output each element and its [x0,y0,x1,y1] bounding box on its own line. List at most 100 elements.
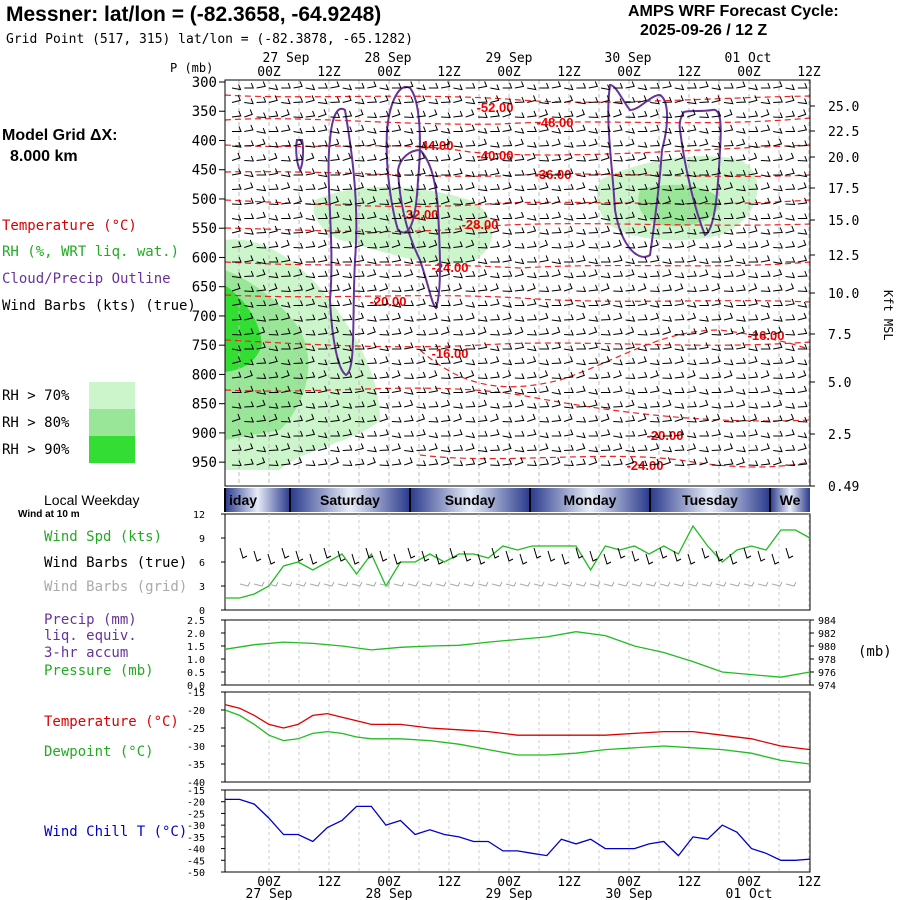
wind-barb [797,270,808,277]
wind-barb [502,401,513,408]
wind-barb [514,388,525,395]
wind-barb-grid [533,581,545,587]
wind-barb [748,371,759,379]
wind-barb [662,258,672,265]
wind-barb [723,443,733,451]
pressure-unit-label: (mb) [858,644,892,660]
wind-barb [244,140,255,147]
wind-barb [674,168,685,176]
wind-barb [674,329,685,336]
y-tick-label: -20 [187,706,205,717]
wind-barb [293,185,304,192]
wind-barb [293,196,303,205]
wind-barb [527,126,537,132]
wind-barb [687,255,697,263]
wind-barb [404,211,414,219]
pressure-axis-label: P (mb) [170,61,214,75]
wind-barb [711,387,722,393]
wind-barb [564,402,574,409]
wind-barb-grid [771,581,783,587]
top-hour-label: 00Z [617,65,641,80]
wind-barb [502,171,513,178]
wind-barbs-grid-label: Wind Barbs (grid) [44,579,188,595]
wind-speed-line [225,524,811,599]
wind-barb [625,269,635,277]
wind-barb [527,241,537,248]
wind-barb [256,399,266,408]
wind-barb [502,432,513,439]
wind-barb [588,242,599,249]
wind-barb [637,183,648,190]
wind-barb [416,444,427,451]
wind-barb [342,168,352,176]
wind-barb [637,460,648,467]
wind-barb [465,270,476,277]
wind-barb [281,213,291,219]
wind-barb [748,444,759,451]
wind-barb [342,402,353,409]
wind-barb [600,84,611,91]
wind-barb [613,301,623,308]
wind-barb [231,413,241,422]
wind-barb [318,171,328,178]
wind-barb [490,141,500,148]
wind-barb [441,81,451,89]
wind-barb [317,370,327,379]
y-tick-label: 980 [818,642,836,653]
wind-barb-grid [491,581,503,587]
wind-barb [600,356,610,364]
wind-barb [379,152,389,161]
wind-barb [428,286,439,293]
wind-barb [711,199,722,206]
wind-barb [625,242,636,249]
temperature-contour-label: -32.00 [402,207,439,222]
wind-barb [514,284,525,292]
wind-barb [330,242,341,249]
wind-barb [539,328,550,335]
wind-barb [428,109,438,118]
wind-barb [699,430,710,437]
wind-barb [588,138,598,147]
wind-barb [674,272,685,279]
wind-barb [588,300,599,306]
wind-barb [477,127,488,134]
wind-barb [650,443,660,451]
wind-barb [428,228,439,235]
wind-barb [281,359,291,366]
wind-barb [367,242,378,249]
wind-barb [293,357,304,364]
temperature-panel-frame [224,691,811,783]
wind-barb [268,444,279,451]
wind-barb [699,446,709,453]
top-hour-label: 12Z [677,65,701,80]
wind-barb [391,432,402,439]
wind-barb [293,446,304,453]
wind-barb [797,286,808,293]
wind-barb [231,356,241,364]
temperature-label: Temperature (°C) [44,714,179,730]
wind-barb [625,169,636,176]
wind-barb [404,227,414,234]
wind-barb [441,227,451,234]
bottom-hour-label: 00Z [737,875,761,890]
pressure-tick-label: 900 [192,426,217,442]
wind-barb [281,98,291,105]
grid-point-label: Grid Point (517, 315) lat/lon = (-82.387… [6,32,413,47]
wind-barb [576,82,587,89]
wind-barb [367,446,377,453]
wind-barb [428,155,439,162]
wind-barb [477,185,488,192]
wind-barb [588,373,599,380]
wind-barb [416,371,427,379]
top-hour-label: 12Z [437,65,461,80]
wind-barb [539,124,549,132]
wind-barb-grid [449,581,461,587]
wind-barb [463,550,472,562]
wind-barb [391,416,402,423]
wind-barb [539,155,550,162]
wind-barb [342,387,353,393]
wind-barb [564,298,574,306]
wind-barb [662,300,673,306]
height-tick-label: 2.5 [828,428,851,443]
y-tick-label: 1.5 [187,642,205,653]
